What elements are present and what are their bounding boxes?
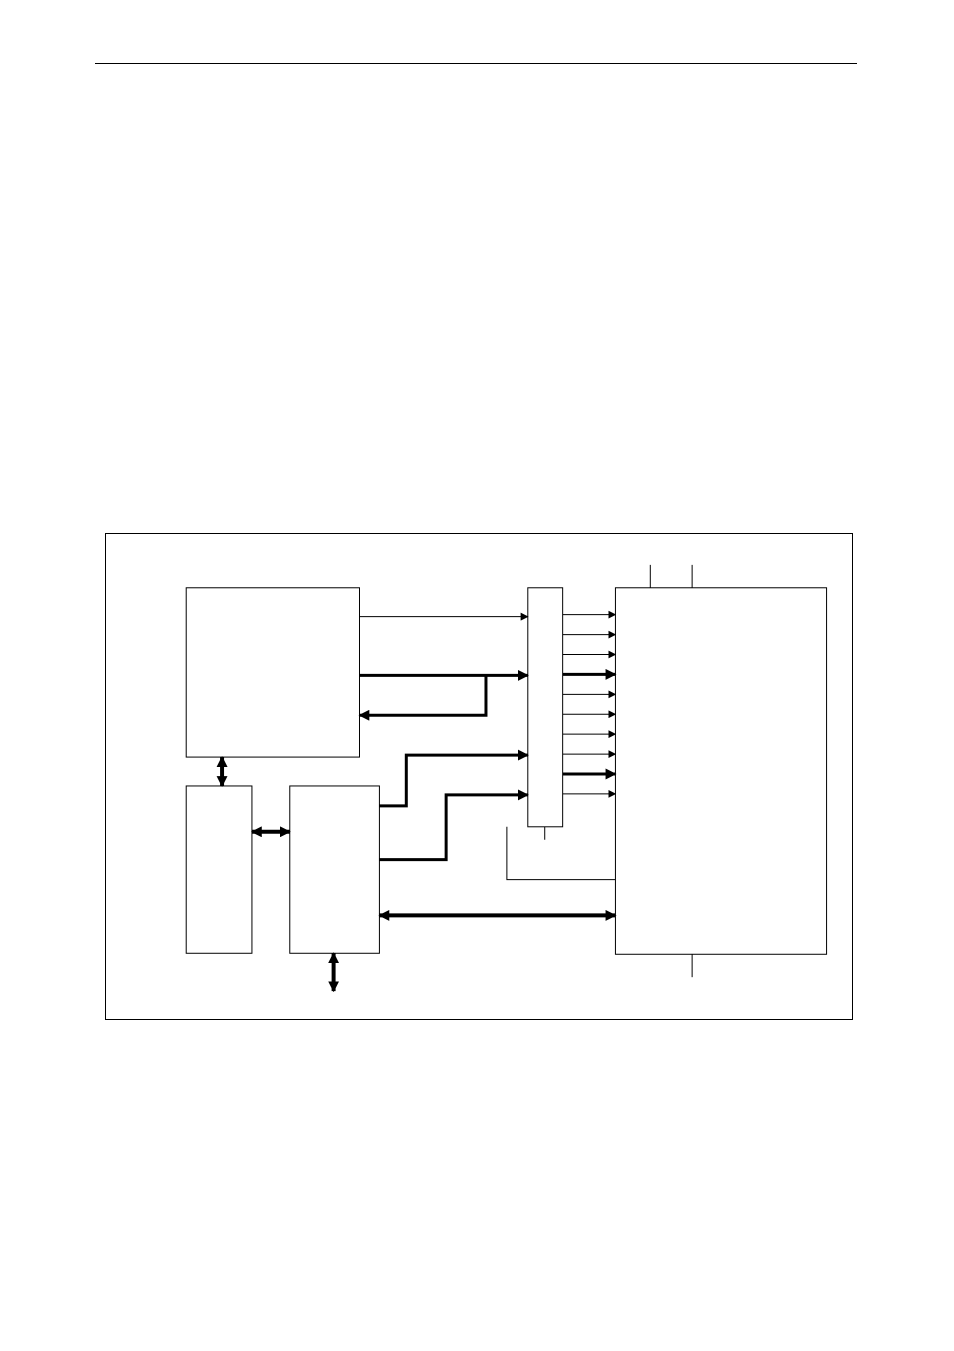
block-diagram-svg [106, 534, 852, 1019]
page-top-rule [95, 63, 857, 64]
block-diagram-frame [105, 533, 853, 1020]
block-big-right [615, 588, 826, 954]
path-bm-to-mux-upper [379, 755, 527, 806]
block-bot-mid [290, 786, 380, 953]
block-mux [528, 588, 563, 827]
block-bot-left [186, 786, 252, 953]
block-top-left [186, 588, 359, 757]
path-mux-to-tl-back [359, 675, 485, 715]
path-big-to-mux-bottom [507, 827, 616, 880]
